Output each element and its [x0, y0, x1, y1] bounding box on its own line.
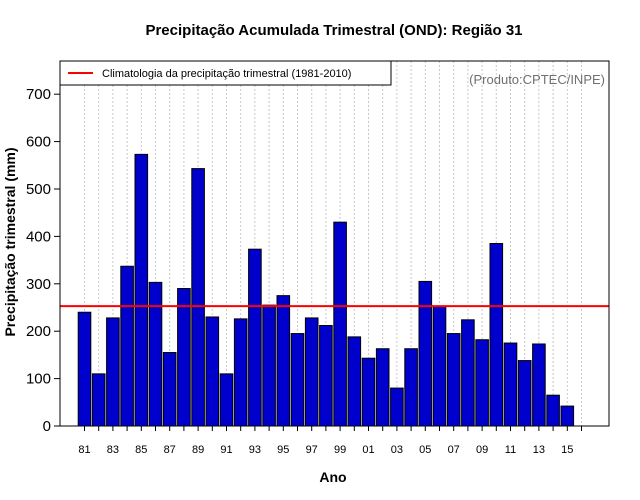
x-tick-label: 07: [448, 444, 460, 456]
y-tick-label: 0: [43, 418, 51, 435]
x-tick-label: 13: [533, 444, 545, 456]
bar-1984: [120, 265, 134, 427]
bar-1989: [191, 168, 205, 427]
bar-1985: [134, 153, 149, 427]
bar-1991: [219, 373, 234, 427]
legend-box: [59, 60, 392, 86]
bar-2008: [461, 319, 475, 427]
bar-1997: [304, 317, 319, 427]
y-tick-label: 700: [26, 86, 51, 103]
x-tick-label: 87: [164, 444, 176, 456]
bar-1983: [106, 317, 120, 427]
bar-1987: [162, 352, 177, 427]
bar-2010: [489, 243, 504, 427]
y-tick-label: 500: [26, 181, 51, 198]
bar-2000: [347, 336, 362, 427]
x-tick-label: 97: [306, 444, 318, 456]
x-tick-label: 99: [334, 444, 346, 456]
bar-1982: [91, 373, 106, 427]
y-axis: 0 100 200 300 400 500 600 700: [26, 86, 60, 435]
x-tick-label: 01: [362, 444, 374, 456]
bar-2015: [560, 405, 575, 427]
bar-2011: [503, 342, 518, 427]
bar-1998: [319, 325, 333, 427]
bar-2001: [361, 357, 376, 427]
chart-title: Precipitação Acumulada Trimestral (OND):…: [145, 22, 522, 39]
y-axis-label: Precipitação trimestral (mm): [2, 147, 18, 336]
x-tick-label: 05: [419, 444, 431, 456]
x-tick-label: 83: [107, 444, 119, 456]
x-tick-label: 89: [192, 444, 204, 456]
bar-2013: [532, 343, 546, 427]
y-tick-label: 200: [26, 323, 51, 340]
bar-2005: [418, 280, 433, 427]
x-axis: 81 83 85 87 89 91 93 95 97 99 01 03 05 07 09 11 13 15: [78, 426, 582, 456]
x-axis-label: Ano: [319, 469, 346, 485]
bar-2009: [475, 339, 489, 427]
bar-1995: [276, 295, 291, 427]
x-tick-label: 15: [561, 444, 573, 456]
legend-label: Climatologia da precipitação trimestral …: [102, 68, 351, 80]
legend: Climatologia da precipitação trimestral …: [59, 60, 392, 86]
bar-2004: [404, 348, 418, 427]
bar-1993: [248, 248, 262, 427]
bar-1990: [205, 316, 220, 427]
x-tick-label: 85: [135, 444, 147, 456]
y-tick-label: 100: [26, 371, 51, 388]
bar-1996: [290, 333, 305, 427]
x-tick-label: 03: [391, 444, 403, 456]
y-tick-label: 600: [26, 134, 51, 151]
credit-text: (Produto:CPTEC/INPE): [469, 72, 605, 87]
bar-1992: [233, 318, 248, 427]
x-tick-label: 09: [476, 444, 488, 456]
y-tick-label: 300: [26, 276, 51, 293]
x-tick-label: 81: [78, 444, 90, 456]
bar-1986: [148, 281, 163, 427]
bar-1999: [333, 221, 347, 427]
bar-1988: [177, 288, 191, 427]
y-tick-label: 400: [26, 228, 51, 245]
x-tick-label: 11: [505, 444, 516, 456]
x-tick-label: 93: [249, 444, 261, 456]
bar-2006: [432, 305, 447, 427]
bar-1994: [262, 304, 276, 427]
bar-2014: [546, 394, 560, 427]
bar-1981: [77, 311, 92, 427]
x-tick-label: 95: [277, 444, 289, 456]
bar-2002: [375, 348, 390, 427]
bar-2007: [446, 333, 461, 427]
bar-2012: [517, 360, 532, 427]
bar-2003: [390, 387, 404, 427]
x-tick-label: 91: [220, 444, 232, 456]
